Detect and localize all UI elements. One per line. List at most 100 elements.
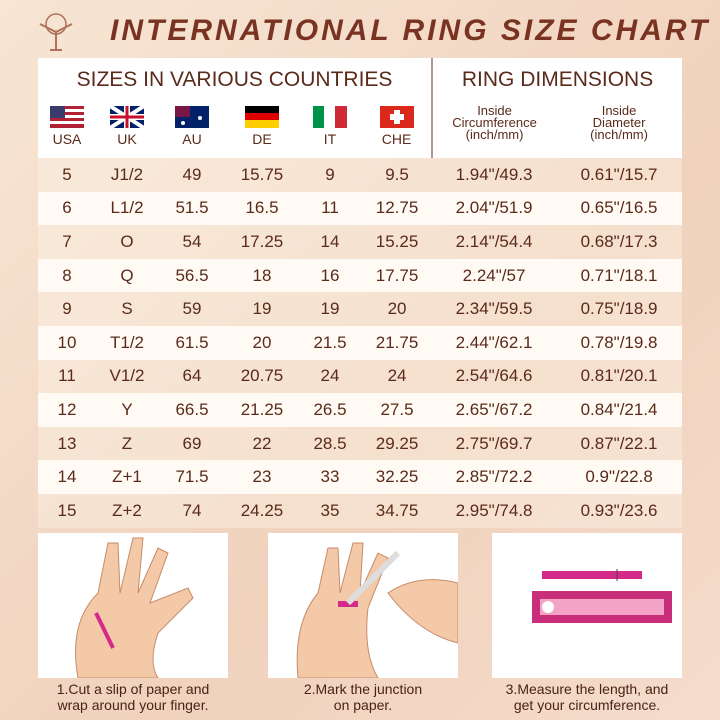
step-image [268, 533, 459, 679]
cell: 17.25 [226, 225, 298, 259]
flag [108, 104, 146, 130]
cell: 28.5 [298, 426, 362, 461]
cell: 11 [298, 191, 362, 226]
flag [245, 106, 279, 128]
cell: 21.75 [362, 325, 433, 360]
column-header: AU [158, 102, 226, 158]
cell: 21.5 [298, 325, 362, 360]
cell: 19 [226, 292, 298, 326]
cell: 14 [298, 225, 362, 259]
column-header-line: Inside [601, 103, 637, 118]
cell: S [96, 292, 158, 326]
flag [175, 106, 209, 128]
cell: 2.75"/69.7 [432, 426, 557, 461]
cell: 69 [158, 426, 226, 461]
table-row: 11 V1/2 64 20.75 24 24 2.54"/64.6 0.81"/20.1 [38, 359, 683, 394]
cell: 29.25 [362, 426, 433, 461]
cell: Y [96, 393, 158, 427]
step-image [492, 533, 682, 678]
cell: 2.14"/54.4 [432, 225, 557, 259]
step-caption-line: on paper. [333, 697, 393, 713]
column-header: CHE [362, 102, 433, 158]
column-label: USA [52, 131, 82, 147]
step-caption: 1.Cut a slip of paper and wrap around you… [13, 681, 253, 713]
cell: V1/2 [96, 359, 158, 394]
cell: 35 [298, 493, 362, 528]
cell: 7 [38, 225, 96, 259]
cell: 2.85"/72.2 [432, 460, 557, 494]
group-header: SIZES IN VARIOUS COUNTRIES [38, 58, 433, 102]
cell: 13 [38, 426, 96, 461]
cell: 34.75 [362, 493, 433, 528]
flag [313, 106, 347, 128]
cell: 20 [226, 325, 298, 360]
cell: 26.5 [298, 393, 362, 427]
cell: 32.25 [362, 460, 433, 494]
cell: 0.68"/17.3 [556, 225, 683, 259]
cell: 11 [38, 359, 96, 394]
table-row: 14 Z+1 71.5 23 33 32.25 2.85"/72.2 0.9"/22.8 [38, 460, 683, 494]
cell: 6 [38, 191, 96, 226]
cell: 74 [158, 493, 226, 528]
cell: 23 [226, 460, 298, 494]
table-row: 8 Q 56.5 18 16 17.75 2.24"/57 0.71"/18.1 [38, 258, 683, 293]
step-caption-line: 3.Measure the length, and [505, 681, 669, 697]
cell: 2.65"/67.2 [432, 393, 557, 427]
cell: Z+1 [96, 460, 158, 494]
cell: 20 [362, 292, 433, 326]
cell: 0.78"/19.8 [556, 325, 683, 360]
cell: J1/2 [96, 158, 158, 192]
cell: 16 [298, 258, 362, 293]
cell: 21.25 [226, 393, 298, 427]
cell: 2.04"/51.9 [432, 191, 557, 226]
column-label: AU [182, 131, 202, 147]
cell: Z+2 [96, 493, 158, 528]
title: INTERNATIONAL RING SIZE CHART [110, 14, 711, 47]
table-row: 13 Z 69 22 28.5 29.25 2.75"/69.7 0.87"/22.1 [38, 426, 683, 461]
cell: 0.75"/18.9 [556, 292, 683, 326]
table-row: 7 O 54 17.25 14 15.25 2.14"/54.4 0.68"/17.3 [38, 225, 683, 259]
cell: O [96, 225, 158, 259]
cell: 2.24"/57 [432, 258, 557, 293]
column-header-line: Diameter [592, 115, 646, 130]
cell: 0.84"/21.4 [556, 393, 683, 427]
cell: 2.95"/74.8 [432, 493, 557, 528]
cell: 8 [38, 258, 96, 293]
cell: 19 [298, 292, 362, 326]
cell: 0.93"/23.6 [556, 493, 683, 528]
column-header-line: (inch/mm) [465, 127, 524, 142]
step-caption: 3.Measure the length, and get your circum… [467, 681, 707, 713]
step-caption-line: 1.Cut a slip of paper and [56, 681, 210, 697]
cell: 64 [158, 359, 226, 394]
step-image [38, 533, 228, 679]
cell: L1/2 [96, 191, 158, 226]
cell: 14 [38, 460, 96, 494]
column-header: UK [96, 102, 158, 158]
cell: 0.81"/20.1 [556, 359, 683, 394]
column-header: USA [38, 102, 96, 158]
cell: Z [96, 426, 158, 461]
cell: 56.5 [158, 258, 226, 293]
cell: 24 [298, 359, 362, 394]
cell: 2.54"/64.6 [432, 359, 557, 394]
cell: 51.5 [158, 191, 226, 226]
column-header-line: Circumference [452, 115, 537, 130]
cell: 12.75 [362, 191, 433, 226]
column-header-line: (inch/mm) [590, 127, 648, 142]
cell: 9 [298, 158, 362, 192]
cell: 5 [38, 158, 96, 192]
cell: 61.5 [158, 325, 226, 360]
cell: 66.5 [158, 393, 226, 427]
cell: 2.34"/59.5 [432, 292, 557, 326]
cell: 59 [158, 292, 226, 326]
cell: 1.94"/49.3 [432, 158, 557, 192]
column-header: DE [226, 102, 298, 158]
column-label: IT [323, 131, 337, 147]
step-caption-line: wrap around your finger. [57, 697, 209, 713]
cell: 10 [38, 325, 96, 360]
table-row: 12 Y 66.5 21.25 26.5 27.5 2.65"/67.2 0.84"/21.4 [38, 393, 683, 427]
cell: 17.75 [362, 258, 433, 293]
cell: Q [96, 258, 158, 293]
cell: 15.25 [362, 225, 433, 259]
